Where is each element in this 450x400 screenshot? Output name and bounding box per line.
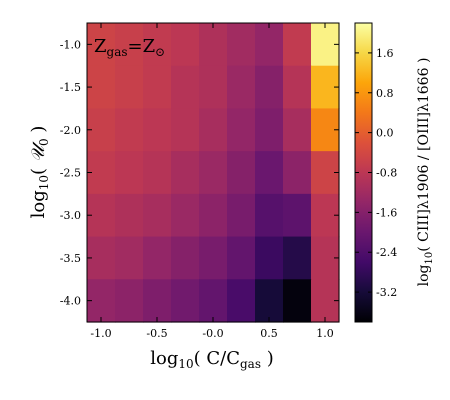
heatmap-cell-6-3 [171,279,200,323]
heatmap-cell-3-4 [199,151,228,195]
colorbar-tick-label-5: -2.4 [376,246,397,259]
heatmap-cell-5-5 [227,236,256,280]
heatmap-cell-3-5 [227,151,256,195]
annotation-sub-gas: gas [107,45,128,59]
colorbar-label: log10( CIII]λ1906 / [OIII]λ1666 ) [416,58,435,287]
heatmap-cell-1-2 [143,65,172,110]
heatmap-cell-2-1 [115,108,144,152]
heatmap-cell-6-2 [143,279,172,323]
y-tick-label-4: -3.0 [60,209,81,222]
heatmap-cell-6-4 [199,279,228,323]
y-tick-label-1: -1.5 [60,81,81,94]
heatmap-cell-2-5 [227,108,256,152]
x-axis-ticks: -1.0 -0.5 -0.0 0.5 1.0 [90,23,334,340]
heatmap-cell-4-1 [115,193,144,238]
heatmap-cell-4-5 [227,193,256,238]
heatmap-cell-4-4 [199,193,228,238]
x-tick-label-1: -0.5 [146,327,167,340]
heatmap-cell-0-2 [143,23,172,67]
colorbar-ticks: 1.6 0.8 0.0 -0.8 -1.6 -2.4 -3.2 [355,47,397,299]
heatmap-cell-3-3 [171,151,200,195]
heatmap-cell-5-3 [171,236,200,280]
colorbar-tick-label-2: 0.0 [376,127,394,140]
heatmap-cell-5-6 [255,236,284,280]
heatmap-cell-1-3 [171,65,200,110]
x-tick-label-4: 1.0 [316,327,334,340]
x-axis-label: log10( C/Cgas ) [150,348,274,371]
y-tick-label-3: -2.5 [60,167,81,180]
heatmap-cell-0-1 [115,23,144,67]
heatmap-cell-6-1 [115,279,144,323]
heatmap-cell-2-6 [255,108,284,152]
heatmap-cell-3-1 [115,151,144,195]
colorbar-tick-label-1: 0.8 [376,87,394,100]
heatmap-cells [87,23,340,323]
heatmap-cell-6-6 [255,279,284,323]
colorbar-tick-label-3: -0.8 [376,167,397,180]
y-tick-label-0: -1.0 [60,38,81,51]
heatmap-cell-1-7 [283,65,312,110]
y-tick-label-6: -4.0 [60,295,81,308]
heatmap-cell-4-3 [171,193,200,238]
heatmap-cell-2-3 [171,108,200,152]
heatmap-cell-0-3 [171,23,200,67]
heatmap-cell-3-7 [283,151,312,195]
colorbar-tick-label-0: 1.6 [376,47,394,60]
heatmap-cell-4-2 [143,193,172,238]
heatmap-cell-2-2 [143,108,172,152]
heatmap-cell-0-7 [283,23,312,67]
heatmap-cell-3-6 [255,151,284,195]
x-tick-label-3: 0.5 [260,327,278,340]
colorbar-tick-label-4: -1.6 [376,206,397,219]
y-axis-label: log10( 𝒰0 ) [28,126,51,219]
heatmap-cell-5-4 [199,236,228,280]
heatmap-cell-2-7 [283,108,312,152]
heatmap-cell-0-4 [199,23,228,67]
metallicity-annotation: Zgas=Z⊙ [94,36,165,59]
x-tick-label-0: -1.0 [90,327,111,340]
heatmap-cell-1-6 [255,65,284,110]
y-tick-label-5: -3.5 [60,252,81,265]
x-tick-label-2: -0.0 [202,327,223,340]
heatmap-cell-0-5 [227,23,256,67]
heatmap-cell-2-4 [199,108,228,152]
colorbar-tick-label-6: -3.2 [376,286,397,299]
heatmap-cell-1-4 [199,65,228,110]
heatmap-cell-5-7 [283,236,312,280]
y-tick-label-2: -2.0 [60,124,81,137]
heatmap-cell-5-1 [115,236,144,280]
heatmap-cell-4-6 [255,193,284,238]
y-axis-ticks: -1.0 -1.5 -2.0 -2.5 -3.0 -3.5 -4.0 [60,38,339,308]
heatmap-cell-6-7 [283,279,312,323]
heatmap-cell-4-7 [283,193,312,238]
heatmap-cell-3-2 [143,151,172,195]
heatmap-cell-6-5 [227,279,256,323]
heatmap-cell-0-6 [255,23,284,67]
heatmap-cell-1-5 [227,65,256,110]
heatmap-cell-1-1 [115,65,144,110]
heatmap-cell-5-2 [143,236,172,280]
